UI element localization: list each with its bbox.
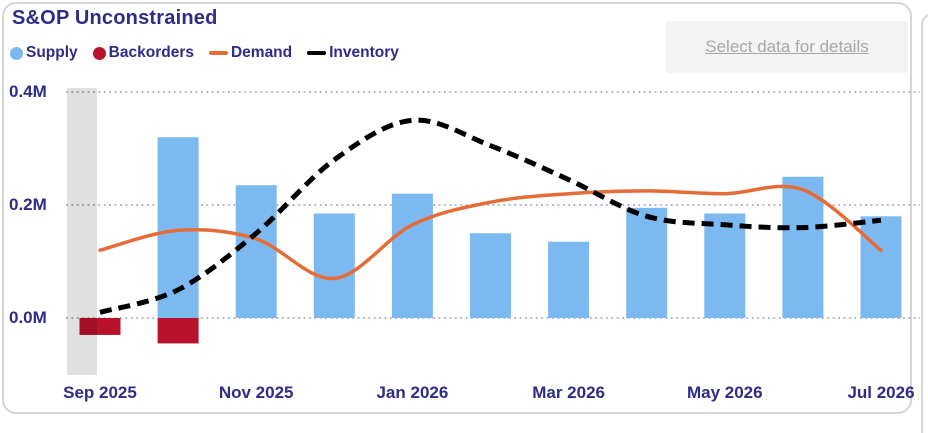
bar-supply-jun-2026[interactable] bbox=[782, 176, 824, 318]
y-axis-tick-label: 0.4M bbox=[9, 82, 47, 101]
bar-backorders-sep-2025[interactable] bbox=[79, 318, 121, 335]
bar-supply-feb-2026[interactable] bbox=[470, 233, 511, 318]
select-data-for-details-button[interactable]: Select data for details bbox=[666, 21, 908, 73]
legend-label: Inventory bbox=[329, 44, 399, 61]
legend-label: Supply bbox=[26, 44, 78, 61]
inventory-line[interactable] bbox=[99, 117, 882, 315]
inventory-swatch-icon bbox=[307, 51, 327, 55]
x-axis-tick-label: Mar 2026 bbox=[532, 383, 605, 402]
bar-backorders-oct-2025[interactable] bbox=[157, 318, 199, 344]
legend-item-demand[interactable]: Demand bbox=[208, 44, 293, 62]
x-axis-tick-label: Jul 2026 bbox=[847, 383, 915, 402]
y-axis-tick-label: 0.0M bbox=[9, 308, 47, 327]
chart-title: S&OP Unconstrained bbox=[12, 7, 218, 29]
bar-supply-may-2026[interactable] bbox=[704, 213, 746, 318]
demand-line[interactable] bbox=[98, 184, 883, 281]
legend-label: Backorders bbox=[108, 44, 194, 61]
select-data-for-details-label: Select data for details bbox=[705, 37, 869, 56]
bar-supply-dec-2025[interactable] bbox=[313, 213, 355, 318]
bar-supply-nov-2025[interactable] bbox=[235, 185, 277, 318]
x-axis-tick-label: Sep 2025 bbox=[63, 383, 137, 402]
x-axis-tick-label: May 2026 bbox=[686, 383, 763, 402]
legend-item-backorders[interactable]: Backorders bbox=[92, 44, 194, 62]
legend-label: Demand bbox=[230, 44, 293, 61]
chart-legend: Supply Backorders Demand Inventory bbox=[10, 44, 399, 62]
bar-supply-jan-2026[interactable] bbox=[391, 193, 433, 318]
demand-swatch-icon bbox=[208, 51, 228, 55]
backorders-swatch-icon bbox=[92, 46, 106, 60]
x-axis-tick-label: Nov 2025 bbox=[218, 383, 294, 402]
current-period-highlight-band bbox=[67, 88, 97, 375]
y-axis-tick-label: 0.2M bbox=[9, 195, 47, 214]
bar-supply-mar-2026[interactable] bbox=[548, 241, 590, 318]
bar-supply-jul-2026[interactable] bbox=[860, 216, 902, 318]
sop-combo-chart[interactable] bbox=[0, 0, 928, 420]
legend-item-inventory[interactable]: Inventory bbox=[307, 44, 399, 62]
bar-supply-apr-2026[interactable] bbox=[626, 207, 668, 318]
supply-swatch-icon bbox=[10, 46, 23, 60]
legend-item-supply[interactable]: Supply bbox=[10, 44, 78, 62]
x-axis-tick-label: Jan 2026 bbox=[376, 383, 449, 402]
